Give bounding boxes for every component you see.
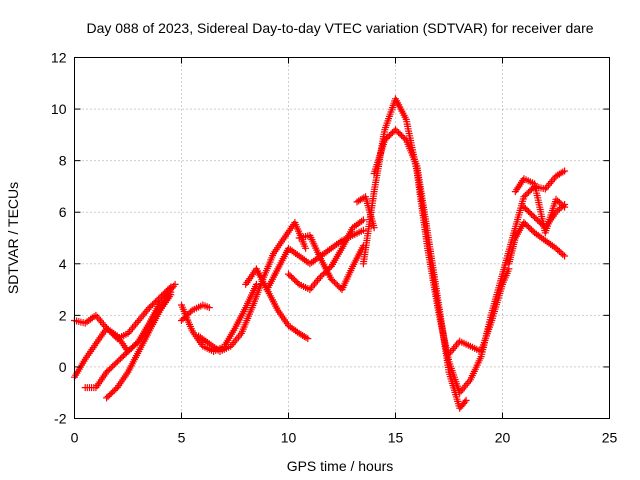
data-point-markers <box>242 265 312 343</box>
data-point-markers <box>178 301 213 324</box>
series-track-r <box>353 193 378 232</box>
x-tick-label: 15 <box>388 430 404 446</box>
data-point-markers <box>103 288 175 402</box>
y-axis-label: SDTVAR / TECUs <box>5 182 21 294</box>
series-track-o <box>505 219 569 268</box>
y-tick-label: 2 <box>59 307 67 323</box>
data-point-markers <box>353 193 378 232</box>
data-point-markers <box>295 231 367 294</box>
series-track-m <box>370 126 470 412</box>
data-markers <box>71 95 569 412</box>
y-tick-label: 0 <box>59 359 67 375</box>
series-track-n <box>445 265 513 358</box>
x-tick-label: 10 <box>281 430 297 446</box>
data-point-markers <box>370 126 470 412</box>
data-point-markers <box>520 201 569 232</box>
y-tick-label: 8 <box>59 153 67 169</box>
series-track-f <box>178 301 213 324</box>
grid-lines <box>74 57 610 419</box>
series-track-q <box>520 201 569 232</box>
x-tick-label: 5 <box>178 430 186 446</box>
data-point-markers <box>505 219 569 268</box>
x-tick-label: 25 <box>602 430 618 446</box>
x-axis-label: GPS time / hours <box>287 458 394 474</box>
series-track-d <box>103 288 175 402</box>
data-point-markers <box>445 265 513 358</box>
plot-frame <box>74 57 610 419</box>
x-tick-label: 0 <box>71 430 79 446</box>
y-tick-label: 12 <box>51 50 67 66</box>
y-tick-label: -2 <box>54 411 67 427</box>
y-tick-label: 6 <box>59 204 67 220</box>
x-tick-label: 20 <box>495 430 511 446</box>
series-track-h <box>242 265 312 343</box>
y-tick-label: 4 <box>59 256 67 272</box>
y-tick-label: 10 <box>51 101 67 117</box>
chart-title: Day 088 of 2023, Sidereal Day-to-day VTE… <box>86 20 593 36</box>
series-track-k <box>295 231 367 294</box>
